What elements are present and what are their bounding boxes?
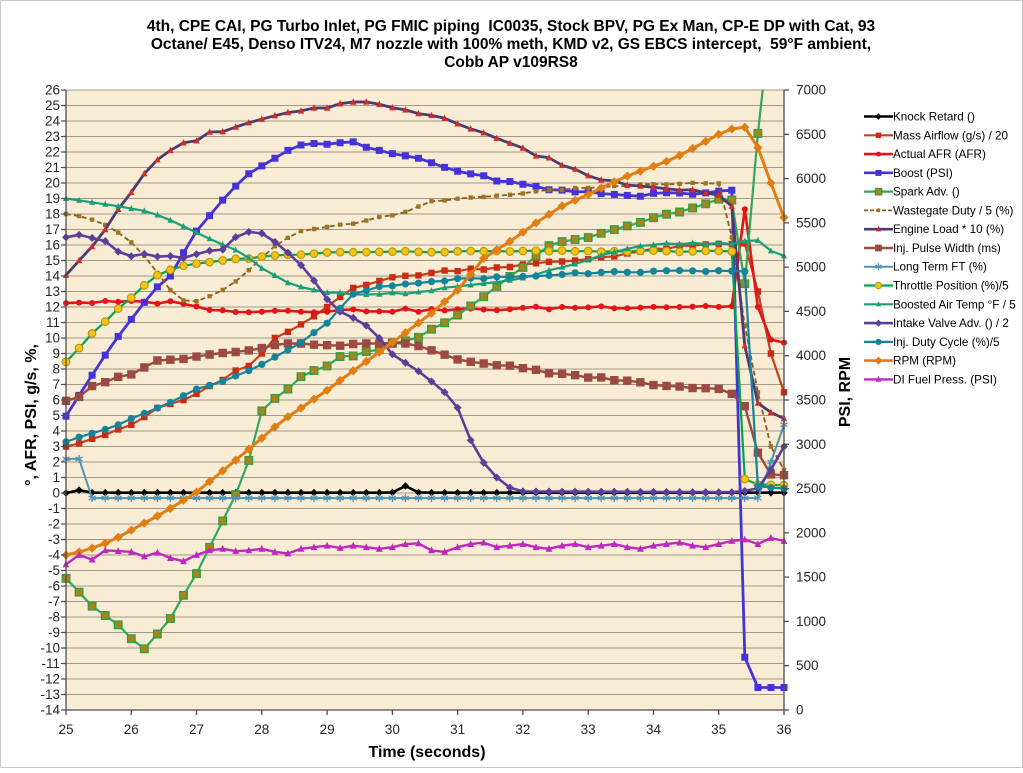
svg-text:27: 27 (189, 722, 204, 737)
svg-text:26: 26 (45, 83, 60, 98)
svg-text:16: 16 (45, 238, 60, 253)
svg-text:35: 35 (711, 722, 726, 737)
svg-text:21: 21 (45, 160, 60, 175)
svg-text:7000: 7000 (796, 83, 826, 98)
svg-text:PSI, RPM: PSI, RPM (837, 357, 854, 427)
svg-text:-10: -10 (40, 641, 60, 656)
svg-text:8: 8 (52, 362, 60, 377)
svg-text:-12: -12 (40, 672, 60, 687)
svg-text:-2: -2 (48, 517, 60, 532)
svg-text:24: 24 (45, 114, 61, 129)
svg-text:-5: -5 (48, 563, 60, 578)
svg-text:4500: 4500 (796, 304, 826, 319)
svg-text:9: 9 (52, 346, 60, 361)
svg-text:4th, CPE CAI, PG Turbo Inlet,: 4th, CPE CAI, PG Turbo Inlet, PG FMIC pi… (147, 18, 876, 35)
svg-text:Long Term FT (%): Long Term FT (%) (893, 261, 987, 274)
svg-text:18: 18 (45, 207, 60, 222)
svg-text:5000: 5000 (796, 260, 826, 275)
svg-text:36: 36 (776, 722, 791, 737)
svg-text:Boost (PSI): Boost (PSI) (893, 167, 953, 180)
svg-text:12: 12 (45, 300, 60, 315)
svg-text:6000: 6000 (796, 171, 826, 186)
svg-text:7: 7 (52, 377, 60, 392)
svg-text:1000: 1000 (796, 614, 826, 629)
svg-text:3000: 3000 (796, 437, 826, 452)
svg-text:1500: 1500 (796, 570, 826, 585)
svg-text:-7: -7 (48, 594, 60, 609)
svg-text:4000: 4000 (796, 348, 826, 363)
svg-text:Intake Valve Adv. () / 2: Intake Valve Adv. () / 2 (893, 317, 1009, 330)
svg-text:23: 23 (45, 129, 60, 144)
svg-text:2: 2 (52, 455, 60, 470)
svg-text:25: 25 (58, 722, 73, 737)
svg-text:0: 0 (52, 486, 60, 501)
svg-text:Wastegate Duty / 5 (%): Wastegate Duty / 5 (%) (893, 204, 1013, 217)
svg-text:-11: -11 (41, 656, 60, 671)
svg-text:1: 1 (52, 470, 60, 485)
svg-text:2000: 2000 (796, 525, 826, 540)
svg-text:Throttle Position (%)/5: Throttle Position (%)/5 (893, 280, 1009, 293)
svg-text:RPM (RPM): RPM (RPM) (893, 355, 956, 368)
svg-text:10: 10 (45, 331, 60, 346)
svg-text:-9: -9 (48, 625, 60, 640)
svg-text:Octane/ E45, Denso ITV24, M7 n: Octane/ E45, Denso ITV24, M7 nozzle with… (151, 36, 871, 53)
svg-text:33: 33 (581, 722, 596, 737)
svg-text:6: 6 (52, 393, 60, 408)
svg-text:Spark Adv. (): Spark Adv. () (893, 186, 960, 199)
svg-text:3: 3 (52, 439, 60, 454)
svg-text:28: 28 (254, 722, 269, 737)
svg-text:32: 32 (515, 722, 530, 737)
svg-text:-14: -14 (40, 703, 60, 718)
svg-text:25: 25 (45, 98, 60, 113)
svg-text:Inj. Duty Cycle (%)/5: Inj. Duty Cycle (%)/5 (893, 336, 1000, 349)
svg-text:-4: -4 (48, 548, 60, 563)
svg-text:Inj. Pulse Width (ms): Inj. Pulse Width (ms) (893, 242, 1001, 255)
svg-text:30: 30 (385, 722, 400, 737)
svg-text:Boosted Air Temp °F / 5: Boosted Air Temp °F / 5 (893, 298, 1016, 311)
svg-text:20: 20 (45, 176, 60, 191)
svg-text:6500: 6500 (796, 127, 826, 142)
svg-text:-6: -6 (48, 579, 60, 594)
svg-text:Actual AFR (AFR): Actual AFR (AFR) (893, 148, 986, 161)
svg-text:-8: -8 (48, 610, 60, 625)
svg-text:4: 4 (52, 424, 60, 439)
svg-text:17: 17 (45, 222, 60, 237)
svg-text:500: 500 (796, 658, 819, 673)
svg-text:29: 29 (320, 722, 335, 737)
svg-text:34: 34 (646, 722, 662, 737)
svg-text:3500: 3500 (796, 393, 826, 408)
svg-text:26: 26 (124, 722, 139, 737)
svg-text:11: 11 (46, 315, 60, 330)
svg-text:-1: -1 (48, 501, 60, 516)
svg-text:22: 22 (45, 145, 60, 160)
svg-text:13: 13 (45, 284, 60, 299)
svg-text:2500: 2500 (796, 481, 826, 496)
svg-text:Mass Airflow (g/s) / 20: Mass Airflow (g/s) / 20 (893, 129, 1008, 142)
svg-text:Cobb AP v109RS8: Cobb AP v109RS8 (444, 54, 578, 71)
svg-text:31: 31 (450, 722, 465, 737)
svg-text:°, AFR, PSI, g/s, %,: °, AFR, PSI, g/s, %, (23, 344, 40, 486)
svg-text:Knock Retard (): Knock Retard () (893, 111, 975, 124)
svg-text:19: 19 (45, 191, 60, 206)
svg-text:5500: 5500 (796, 215, 826, 230)
svg-text:15: 15 (45, 253, 60, 268)
svg-text:14: 14 (45, 269, 61, 284)
svg-text:5: 5 (52, 408, 60, 423)
svg-text:0: 0 (796, 703, 804, 718)
svg-text:-13: -13 (40, 687, 60, 702)
svg-text:Time (seconds): Time (seconds) (368, 744, 485, 761)
svg-text:DI Fuel Press. (PSI): DI Fuel Press. (PSI) (893, 373, 997, 386)
svg-text:-3: -3 (48, 532, 60, 547)
svg-text:Engine Load * 10 (%): Engine Load * 10 (%) (893, 223, 1004, 236)
